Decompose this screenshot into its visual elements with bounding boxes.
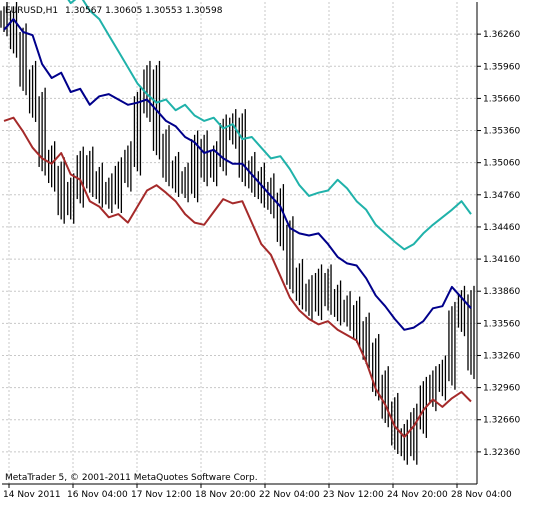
axes (2, 2, 478, 485)
x-tick-label: 16 Nov 04:00 (67, 490, 128, 500)
y-tick-label: 1.32360 (483, 448, 520, 458)
symbol-timeframe: EURUSD,H1 (5, 6, 58, 16)
copyright-text: MetaTrader 5, © 2001-2011 MetaQuotes Sof… (5, 473, 258, 483)
x-tick-label: 18 Nov 20:00 (195, 490, 256, 500)
middle-band-line (3, 18, 472, 331)
y-tick-label: 1.32960 (483, 384, 520, 394)
chart-header: EURUSD,H1 1.30567 1.30605 1.30553 1.3059… (5, 6, 223, 16)
y-tick-label: 1.35660 (483, 94, 520, 104)
y-tick-label: 1.34160 (483, 255, 520, 265)
bands (3, 0, 472, 438)
y-axis-ticks: 1.36260 1.35960 1.35660 1.35360 1.35060 1.347… (477, 30, 520, 458)
y-tick-label: 1.33260 (483, 351, 520, 361)
y-tick-label: 1.35360 (483, 127, 520, 137)
y-tick-label: 1.35960 (483, 62, 520, 72)
upper-band-line (67, 0, 472, 251)
y-tick-label: 1.34760 (483, 191, 520, 201)
y-tick-label: 1.33860 (483, 287, 520, 297)
y-tick-label: 1.35060 (483, 159, 520, 169)
y-tick-label: 1.36260 (483, 30, 520, 40)
ohlc-bars (0, 1, 475, 465)
y-tick-label: 1.32660 (483, 416, 520, 426)
lower-band-line (3, 116, 472, 438)
x-tick-label: 22 Nov 04:00 (259, 490, 320, 500)
x-axis-ticks: 14 Nov 2011 16 Nov 04:00 17 Nov 12:00 18 No… (3, 484, 512, 500)
y-tick-label: 1.33560 (483, 319, 520, 329)
x-tick-label: 17 Nov 12:00 (131, 490, 192, 500)
y-tick-label: 1.34460 (483, 223, 520, 233)
x-tick-label: 28 Nov 04:00 (451, 490, 512, 500)
x-tick-label: 24 Nov 20:00 (387, 490, 448, 500)
x-tick-label: 14 Nov 2011 (3, 490, 61, 500)
ohlc-readout: 1.30567 1.30605 1.30553 1.30598 (65, 6, 223, 16)
x-tick-label: 23 Nov 12:00 (323, 490, 384, 500)
